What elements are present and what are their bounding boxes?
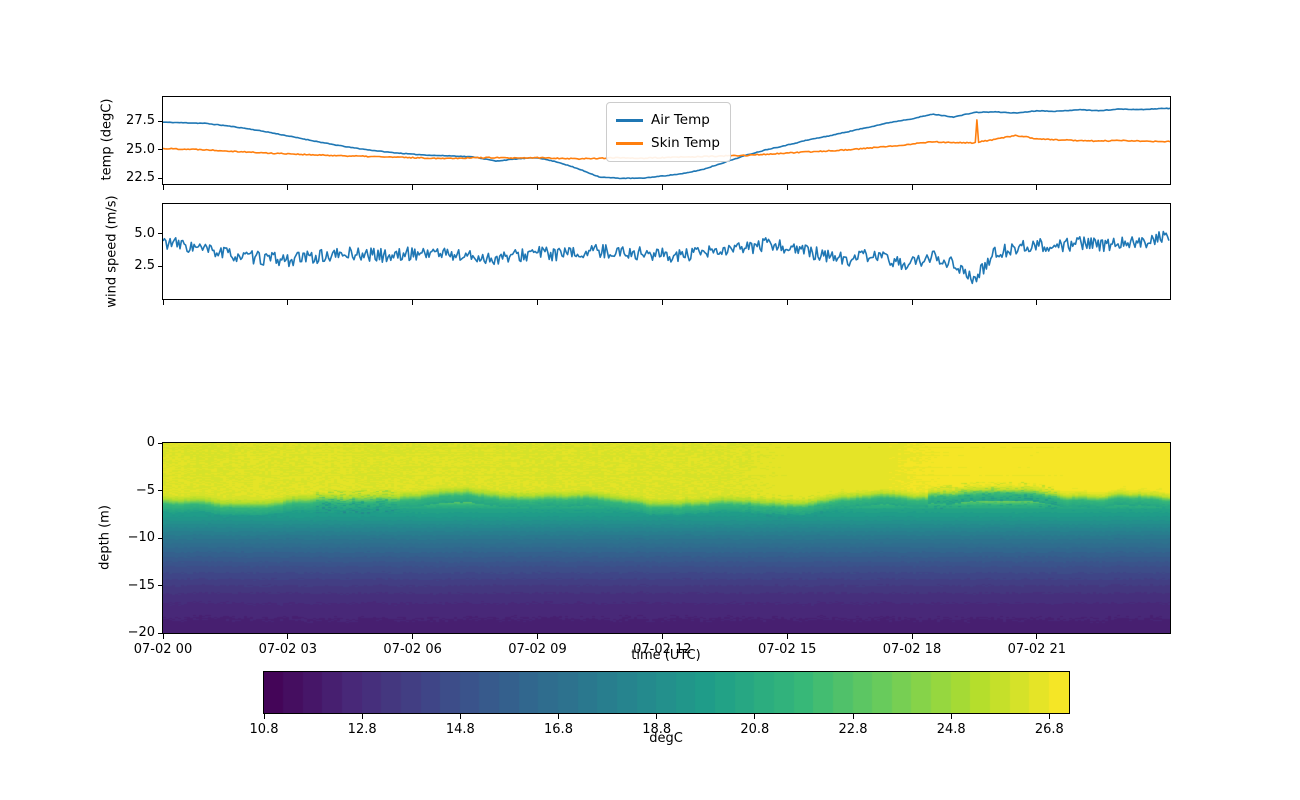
legend: Air Temp Skin Temp: [606, 102, 731, 162]
x-tick-mark: [911, 300, 913, 305]
wind-ylabel: wind speed (m/s): [104, 195, 120, 308]
y-tick-label: 25.0: [126, 141, 155, 157]
air-temp-line-swatch: [616, 119, 643, 122]
x-tick-label: 07-02 18: [882, 642, 942, 657]
x-tick-mark: [412, 300, 414, 305]
legend-item-skin: Skin Temp: [616, 132, 720, 155]
x-tick-mark: [537, 634, 538, 639]
colorbar-tick-label: 24.8: [936, 722, 966, 737]
colorbar-frame: [263, 671, 1070, 714]
y-tick-label: 5.0: [134, 225, 155, 241]
depth-heatmap-panel: [162, 442, 1171, 634]
legend-label-skin: Skin Temp: [651, 134, 720, 151]
y-tick-mark: [158, 442, 163, 444]
colorbar-tick-label: 10.8: [249, 722, 279, 737]
colorbar-tick-mark: [361, 714, 363, 719]
y-tick-mark: [158, 177, 163, 179]
time-xlabel: time (UTC): [631, 648, 701, 663]
y-tick-mark: [158, 585, 163, 586]
colorbar-tick-mark: [1048, 714, 1050, 719]
x-tick-mark: [287, 300, 289, 305]
colorbar-tick-mark: [950, 714, 952, 719]
y-tick-mark: [158, 233, 163, 235]
x-tick-mark: [661, 185, 663, 190]
colorbar-tick-mark: [852, 714, 854, 719]
x-tick-mark: [911, 185, 913, 190]
x-tick-label: 07-02 00: [133, 642, 193, 657]
y-tick-mark: [158, 632, 163, 634]
colorbar-tick-label: 14.8: [445, 722, 475, 737]
x-tick-mark: [1036, 185, 1038, 190]
y-tick-label: 22.5: [126, 170, 155, 186]
y-tick-mark: [158, 490, 163, 491]
x-tick-label: 07-02 21: [1007, 642, 1067, 657]
colorbar: [264, 672, 1069, 713]
x-tick-mark: [537, 300, 538, 305]
x-tick-label: 07-02 06: [383, 642, 442, 657]
legend-label-air: Air Temp: [651, 111, 710, 128]
colorbar-tick-mark: [754, 714, 756, 719]
colorbar-label: degC: [649, 731, 683, 746]
x-tick-mark: [661, 634, 663, 639]
y-tick-mark: [158, 537, 163, 539]
x-tick-mark: [661, 300, 663, 305]
skin-temp-line-swatch: [616, 142, 643, 145]
y-tick-mark: [158, 265, 163, 267]
temperature-heatmap: [163, 443, 1170, 633]
x-tick-mark: [537, 185, 538, 190]
x-tick-mark: [911, 634, 913, 639]
colorbar-tick-mark: [558, 714, 559, 719]
y-tick-mark: [158, 149, 163, 151]
x-tick-label: 07-02 09: [508, 642, 567, 657]
air-temp-line: [163, 107, 1170, 180]
y-tick-label: 27.5: [126, 113, 155, 129]
y-tick-mark: [158, 120, 163, 122]
wind-speed-line: [163, 230, 1170, 285]
y-tick-label: 0: [146, 435, 155, 450]
colorbar-tick-mark: [459, 714, 461, 719]
x-tick-mark: [786, 300, 788, 305]
x-tick-mark: [162, 185, 164, 190]
colorbar-tick-label: 16.8: [544, 722, 573, 737]
y-tick-label: 2.5: [134, 258, 155, 274]
colorbar-tick-label: 12.8: [347, 722, 377, 737]
x-tick-mark: [162, 300, 164, 305]
x-tick-mark: [412, 185, 414, 190]
x-tick-mark: [786, 185, 788, 190]
colorbar-tick-label: 22.8: [838, 722, 868, 737]
x-tick-label: 07-02 15: [757, 642, 817, 657]
colorbar-tick-mark: [263, 714, 265, 719]
x-tick-mark: [412, 634, 414, 639]
wind-speed-line: [163, 230, 1170, 285]
x-tick-mark: [287, 634, 289, 639]
x-tick-label: 07-02 12: [633, 642, 692, 657]
colorbar-tick-label: 18.8: [642, 722, 672, 737]
x-tick-mark: [162, 634, 164, 639]
legend-item-air: Air Temp: [616, 109, 720, 132]
y-tick-label: −20: [127, 625, 155, 640]
y-tick-label: −5: [135, 482, 155, 498]
y-tick-label: −15: [127, 577, 155, 593]
x-tick-mark: [287, 185, 289, 190]
colorbar-tick-label: 20.8: [740, 722, 770, 737]
x-tick-mark: [1036, 300, 1038, 305]
x-tick-label: 07-02 03: [258, 642, 318, 657]
x-tick-mark: [1036, 634, 1038, 639]
colorbar-tick-mark: [656, 714, 658, 719]
y-tick-label: −10: [127, 530, 155, 545]
colorbar-tick-label: 26.8: [1034, 722, 1064, 737]
x-tick-mark: [786, 634, 788, 639]
wind-panel: [162, 203, 1171, 300]
